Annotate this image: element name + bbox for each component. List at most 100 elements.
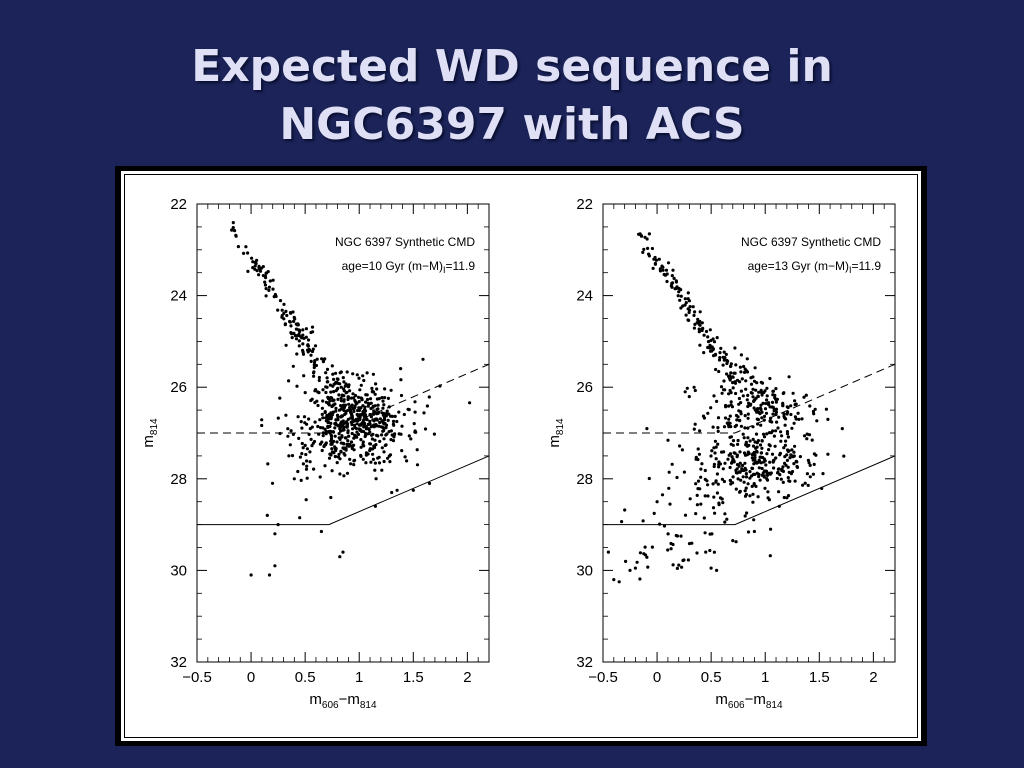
star-point — [284, 413, 288, 417]
star-point — [746, 436, 750, 440]
star-point — [742, 436, 746, 440]
star-point — [364, 393, 368, 397]
star-point — [288, 320, 292, 324]
star-point — [337, 393, 341, 397]
star-point — [324, 432, 328, 436]
star-point — [743, 489, 747, 493]
star-point — [361, 374, 365, 378]
star-point — [658, 522, 662, 526]
y-tick-label: 26 — [576, 379, 593, 396]
star-point — [712, 354, 716, 358]
star-point — [787, 449, 791, 453]
star-point — [374, 477, 378, 481]
star-point — [777, 504, 781, 508]
star-point — [421, 357, 425, 361]
y-tick-label: 26 — [170, 379, 187, 396]
star-point — [312, 467, 316, 471]
star-point — [349, 420, 353, 424]
star-point — [730, 455, 734, 459]
star-point — [815, 419, 819, 423]
star-point — [718, 351, 722, 355]
star-point — [769, 527, 773, 531]
star-point — [363, 405, 367, 409]
star-point — [231, 221, 235, 225]
star-point — [287, 379, 291, 383]
star-point — [717, 358, 722, 362]
star-point — [633, 566, 638, 570]
star-point — [759, 455, 763, 459]
star-point — [709, 454, 713, 458]
star-point — [735, 471, 739, 475]
star-point — [368, 442, 372, 446]
star-point — [757, 474, 761, 479]
star-point — [383, 396, 387, 400]
star-point — [352, 409, 356, 413]
star-point — [787, 470, 791, 474]
star-point — [359, 413, 363, 417]
slide-title-line-2: NGC6397 with ACS — [279, 99, 745, 150]
star-point — [717, 465, 721, 469]
star-point — [727, 453, 731, 457]
star-point — [729, 442, 733, 446]
star-point — [767, 448, 771, 452]
star-point — [352, 396, 356, 400]
star-point — [339, 429, 343, 433]
star-point — [683, 297, 687, 301]
star-point — [438, 384, 442, 388]
star-point — [751, 387, 755, 391]
star-point — [679, 294, 683, 298]
star-point — [370, 386, 374, 390]
star-point — [765, 398, 769, 402]
star-point — [288, 311, 293, 315]
star-point — [719, 385, 724, 389]
star-point — [748, 476, 752, 480]
star-point — [710, 532, 714, 536]
star-point — [268, 279, 272, 283]
star-point — [298, 516, 302, 520]
star-point — [783, 423, 787, 427]
star-point — [713, 451, 717, 455]
star-point — [803, 481, 807, 485]
star-point — [784, 439, 788, 443]
star-point — [765, 477, 769, 481]
star-point — [808, 463, 812, 467]
star-point — [642, 552, 646, 556]
star-point — [765, 472, 769, 476]
star-point — [345, 442, 349, 446]
star-point — [753, 455, 757, 460]
star-point — [282, 317, 286, 321]
star-point — [722, 388, 726, 392]
star-point — [751, 458, 755, 462]
star-point — [693, 310, 697, 314]
star-point — [736, 442, 740, 446]
star-point — [741, 475, 745, 479]
star-point — [346, 439, 350, 443]
star-point — [372, 419, 376, 423]
star-point — [333, 434, 337, 438]
star-point — [768, 460, 772, 464]
star-point — [413, 410, 417, 414]
star-point — [703, 468, 707, 473]
star-point — [775, 476, 779, 481]
star-point — [342, 399, 346, 403]
star-point — [260, 418, 264, 422]
star-point — [313, 344, 318, 348]
star-point — [635, 560, 639, 564]
star-point — [384, 426, 388, 430]
star-point — [391, 439, 396, 443]
star-point — [805, 437, 809, 441]
star-point — [727, 392, 731, 396]
star-point — [746, 530, 751, 534]
star-point — [339, 450, 343, 454]
star-point — [382, 403, 386, 407]
star-point — [699, 475, 703, 479]
star-point — [286, 427, 290, 431]
star-point — [678, 444, 682, 448]
star-point — [780, 468, 784, 473]
star-point — [308, 427, 312, 431]
star-point — [292, 319, 296, 323]
star-point — [320, 357, 324, 361]
star-point — [700, 462, 704, 466]
star-point — [371, 372, 375, 376]
